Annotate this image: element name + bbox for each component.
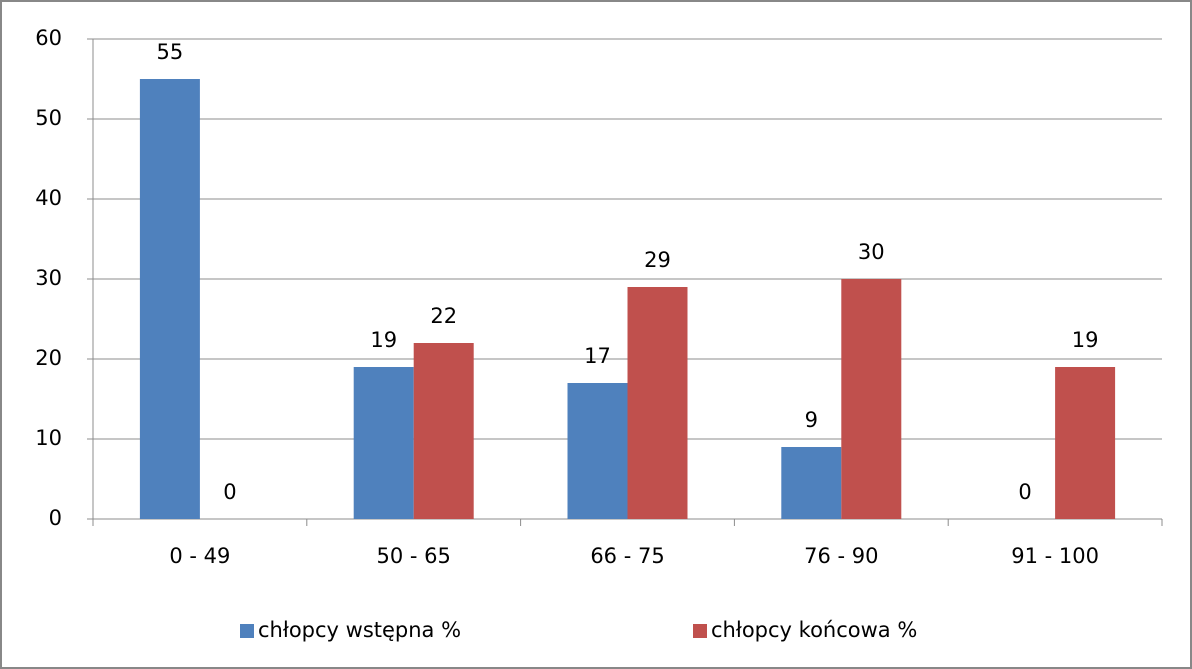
x-tick-label: 91 - 100 <box>1011 544 1099 568</box>
x-tick-label: 76 - 90 <box>804 544 878 568</box>
legend-label: chłopcy końcowa % <box>711 618 917 642</box>
bar <box>567 383 628 519</box>
bar <box>413 343 474 519</box>
y-tick-label: 10 <box>35 426 62 450</box>
data-label: 29 <box>644 248 671 272</box>
bar <box>781 447 842 519</box>
y-tick-label: 20 <box>35 346 62 370</box>
data-label: 30 <box>858 240 885 264</box>
bar <box>1055 367 1116 519</box>
data-label: 19 <box>1072 328 1099 352</box>
legend-swatch <box>693 624 707 638</box>
data-label: 0 <box>1018 480 1031 504</box>
data-label: 55 <box>157 40 184 64</box>
x-tick-label: 0 - 49 <box>169 544 230 568</box>
legend-swatch <box>240 624 254 638</box>
bar <box>139 79 200 519</box>
data-label: 19 <box>370 328 397 352</box>
y-tick-label: 50 <box>35 106 62 130</box>
legend-label: chłopcy wstępna % <box>258 618 461 642</box>
y-tick-label: 40 <box>35 186 62 210</box>
bar <box>841 279 902 519</box>
y-tick-label: 60 <box>35 26 62 50</box>
x-tick-label: 50 - 65 <box>377 544 451 568</box>
y-tick-label: 30 <box>35 266 62 290</box>
data-label: 22 <box>430 304 457 328</box>
y-tick-label: 0 <box>49 506 62 530</box>
data-label: 0 <box>223 480 236 504</box>
data-label: 17 <box>584 344 611 368</box>
bar <box>627 287 688 519</box>
bar <box>353 367 414 519</box>
x-tick-label: 66 - 75 <box>590 544 664 568</box>
data-label: 9 <box>805 408 818 432</box>
